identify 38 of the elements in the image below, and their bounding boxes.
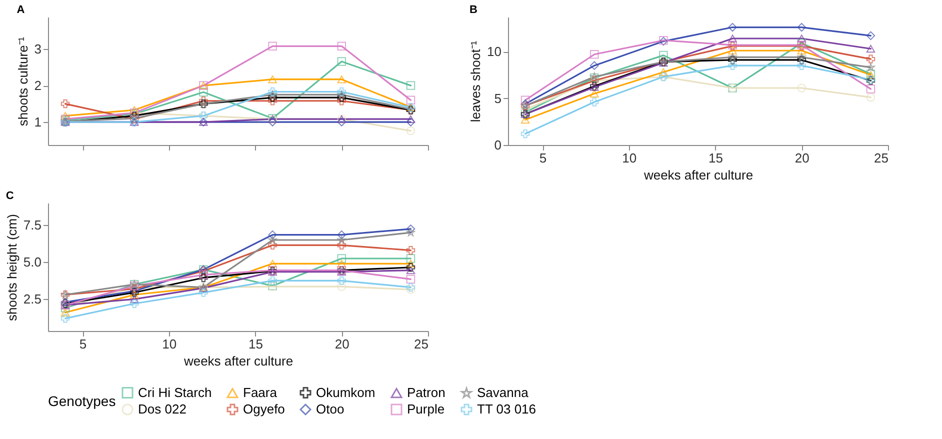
x-axis-title: weeks after culture xyxy=(642,168,754,182)
x-tick-label: 10 xyxy=(162,336,177,352)
x-tick-label: 25 xyxy=(874,150,888,166)
y-tick-label: 5.0 xyxy=(23,254,42,270)
legend-label: Patron xyxy=(407,385,446,400)
legend-label: Faara xyxy=(243,385,278,400)
x-tick-label: 20 xyxy=(334,336,350,352)
legend-label: Ogyefo xyxy=(243,402,285,416)
x-tick-label: 15 xyxy=(248,336,264,352)
chart-title: A xyxy=(16,4,25,16)
legend-label: Purple xyxy=(407,402,445,416)
y-tick-label: 10 xyxy=(487,44,502,60)
y-tick-label: 1 xyxy=(34,114,42,130)
chart-title: B xyxy=(470,4,478,16)
y-axis-title: shoots height (cm) xyxy=(4,214,20,321)
x-tick-label: 5 xyxy=(79,336,87,352)
y-tick-label: 7.5 xyxy=(23,218,42,233)
y-tick-label: 2 xyxy=(34,78,42,94)
y-axis-title: leaves shoot⁻¹ xyxy=(468,40,484,122)
legend-label: Savanna xyxy=(477,385,530,400)
x-axis-title: weeks after culture xyxy=(182,354,294,368)
y-tick-label: 3 xyxy=(34,42,42,57)
legend-label: Dos 022 xyxy=(138,402,186,416)
y-tick-label: 5 xyxy=(494,90,502,106)
legend-label: Okumkom xyxy=(316,384,376,400)
chart-title: C xyxy=(6,190,14,202)
x-tick-label: 15 xyxy=(708,150,724,166)
y-tick-label: 2.5 xyxy=(23,292,42,307)
y-tick-label: 0 xyxy=(494,138,502,152)
x-tick-label: 25 xyxy=(414,336,428,352)
x-tick-label: 20 xyxy=(794,150,810,166)
legend-label: TT 03 016 xyxy=(477,402,536,416)
legend-label: Otoo xyxy=(316,402,344,416)
x-tick-label: 5 xyxy=(539,150,547,166)
x-tick-label: 10 xyxy=(622,150,637,166)
y-axis-title: shoots culture⁻¹ xyxy=(15,36,30,126)
legend-label: Cri Hi Starch xyxy=(138,384,212,400)
legend-title: Genotypes xyxy=(48,393,116,409)
